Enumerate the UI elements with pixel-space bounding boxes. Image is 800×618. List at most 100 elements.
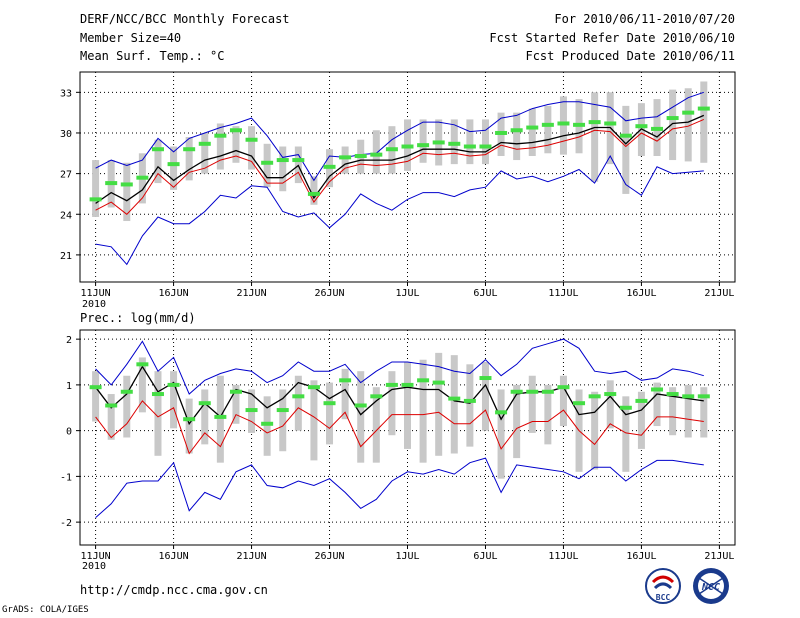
green-marker bbox=[339, 378, 352, 383]
ensemble-bar bbox=[528, 375, 536, 433]
green-marker bbox=[229, 128, 242, 133]
green-marker bbox=[167, 382, 180, 387]
ensemble-bar bbox=[559, 375, 567, 427]
ensemble-bar bbox=[606, 380, 614, 429]
green-marker bbox=[463, 144, 476, 149]
green-marker bbox=[120, 389, 133, 394]
ensemble-bar bbox=[591, 391, 599, 470]
green-marker bbox=[401, 144, 414, 149]
grads-credit: GrADS: COLA/IGES bbox=[2, 605, 89, 615]
series-line-ensemble-mean bbox=[95, 114, 705, 204]
green-marker bbox=[432, 380, 445, 385]
ensemble-bar bbox=[170, 371, 178, 429]
green-marker bbox=[479, 376, 492, 381]
green-marker bbox=[214, 414, 227, 419]
green-marker bbox=[697, 394, 710, 399]
x-tick-label: 21JUL bbox=[704, 288, 734, 299]
ensemble-bar bbox=[388, 371, 396, 436]
series-line-ens-min bbox=[95, 457, 704, 518]
ensemble-bar bbox=[622, 396, 630, 472]
ensemble-bar bbox=[637, 391, 645, 449]
series-line-red-line bbox=[95, 400, 704, 455]
green-marker bbox=[495, 410, 508, 415]
x-tick-label: 1JUL bbox=[395, 288, 419, 299]
fcst-started-date: Fcst Started Refer Date 2010/06/10 bbox=[489, 31, 735, 45]
ensemble-bar bbox=[185, 398, 193, 454]
green-marker bbox=[651, 126, 664, 131]
green-marker bbox=[183, 147, 196, 152]
green-marker bbox=[479, 144, 492, 149]
y-tick-label: 2 bbox=[66, 335, 72, 346]
x-tick-label: 16JUN bbox=[159, 551, 189, 562]
ensemble-bar bbox=[653, 382, 661, 427]
ensemble-bar bbox=[123, 375, 131, 438]
ensemble-bar bbox=[700, 81, 708, 163]
y-tick-label: 0 bbox=[66, 427, 72, 438]
green-marker bbox=[417, 378, 430, 383]
ensemble-bar bbox=[404, 362, 411, 449]
green-marker bbox=[526, 125, 539, 130]
green-marker bbox=[385, 382, 398, 387]
ensemble-bar bbox=[154, 371, 162, 456]
ensemble-bar bbox=[700, 387, 708, 438]
green-marker bbox=[526, 389, 539, 394]
ncc-logo: NCC bbox=[693, 568, 729, 604]
ensemble-bar bbox=[466, 119, 474, 165]
green-marker bbox=[136, 175, 149, 180]
ensemble-bar bbox=[481, 362, 489, 431]
ensemble-bar bbox=[310, 380, 318, 461]
ensemble-bar bbox=[669, 89, 677, 161]
ensemble-bar bbox=[544, 105, 552, 154]
x-tick-label: 6JUL bbox=[473, 288, 497, 299]
green-marker bbox=[276, 408, 289, 413]
green-marker bbox=[354, 403, 367, 408]
green-marker bbox=[448, 141, 461, 146]
series-line-ens-max bbox=[95, 338, 704, 395]
green-marker bbox=[245, 408, 258, 413]
green-marker bbox=[292, 394, 305, 399]
y-tick-label: -2 bbox=[60, 518, 72, 529]
year-label-top: 2010 bbox=[82, 299, 106, 310]
y-tick-label: 24 bbox=[60, 210, 72, 221]
green-marker bbox=[307, 385, 320, 390]
ensemble-bar bbox=[435, 352, 443, 456]
forecast-period: For 2010/06/11-2010/07/20 bbox=[554, 12, 735, 26]
ensemble-bar bbox=[372, 387, 380, 463]
green-marker bbox=[354, 154, 367, 158]
green-marker bbox=[229, 389, 242, 394]
green-marker bbox=[448, 396, 461, 401]
y-tick-label: 27 bbox=[60, 170, 72, 181]
green-marker bbox=[619, 405, 632, 410]
ensemble-bar bbox=[279, 146, 287, 192]
green-marker bbox=[463, 398, 476, 403]
variable-label-precip: Prec.: log(mm/d) bbox=[80, 311, 196, 325]
series-line-ens-min bbox=[95, 154, 704, 266]
x-tick-label: 11JUN bbox=[81, 288, 111, 299]
ensemble-bar bbox=[154, 139, 162, 184]
green-marker bbox=[105, 181, 118, 186]
green-marker bbox=[588, 394, 601, 399]
ensemble-bar bbox=[92, 371, 100, 422]
ensemble-bar bbox=[201, 389, 209, 445]
green-marker bbox=[214, 133, 227, 138]
y-tick-label: 21 bbox=[60, 251, 72, 262]
ensemble-bar bbox=[341, 368, 349, 420]
ensemble-bar bbox=[684, 88, 692, 162]
green-marker bbox=[557, 121, 570, 126]
green-marker bbox=[666, 116, 679, 121]
ensemble-bar bbox=[279, 389, 287, 452]
ensemble-bar bbox=[326, 382, 334, 445]
green-marker bbox=[276, 158, 289, 163]
x-tick-label: 11JUL bbox=[548, 551, 578, 562]
precipitation-panel: 11JUN 16JUN 21JUN 26JUN 1JUL 6JUL 11JUL 16JUL 21… bbox=[60, 329, 736, 562]
x-tick-label: 11JUL bbox=[548, 288, 578, 299]
bcc-logo: BCC bbox=[645, 568, 681, 604]
ensemble-bar bbox=[357, 371, 365, 463]
green-marker bbox=[136, 362, 149, 367]
series-line-ens-max bbox=[95, 91, 704, 182]
green-marker bbox=[89, 197, 102, 202]
green-marker bbox=[541, 389, 554, 394]
source-url[interactable]: http://cmdp.ncc.cma.gov.cn bbox=[80, 583, 268, 597]
member-size: Member Size=40 bbox=[80, 31, 181, 45]
